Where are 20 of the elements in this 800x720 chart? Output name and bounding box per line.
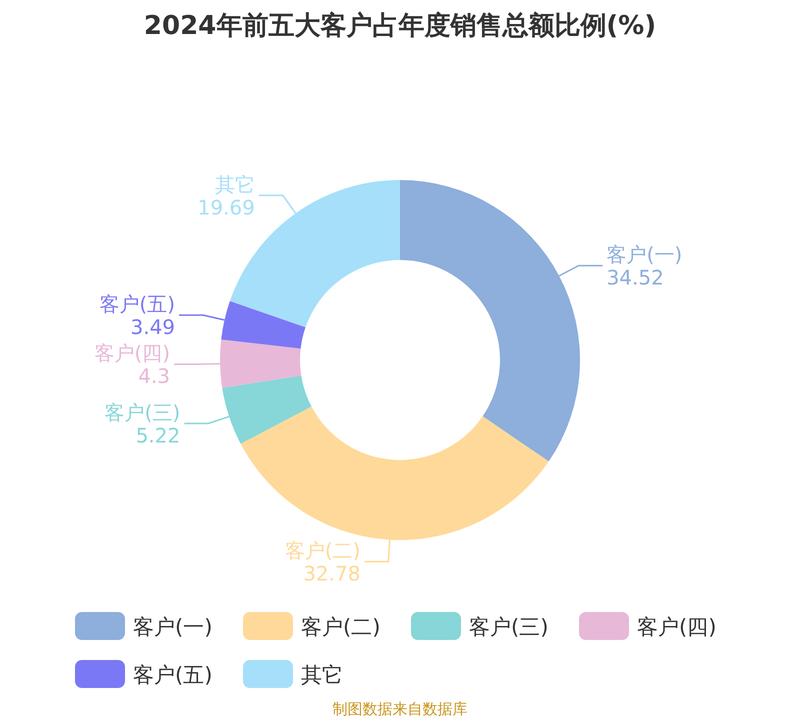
text: 制图数据来自数据库 (332, 700, 468, 718)
data-label: 4.3 (138, 364, 170, 388)
legend-label: 客户(四) (637, 615, 716, 639)
legend-label: 客户(三) (469, 615, 548, 639)
slice-label: 其它 (214, 172, 255, 196)
slice-label: 客户(二) (284, 538, 360, 563)
chart-title: 2024年前五大客户占年度销售总额比例(%) (144, 11, 656, 41)
legend-label: 客户(五) (133, 663, 212, 687)
slice-label: 客户(一) (606, 242, 682, 267)
data-label: 3.49 (130, 315, 176, 340)
legend-label: 客户(二) (301, 615, 380, 639)
legend-label: 其它 (301, 663, 343, 687)
slice-label: 客户(五) (99, 292, 176, 316)
data-label: 32.78 (303, 562, 360, 586)
data-label: 19.69 (198, 195, 255, 220)
data-label: 5.22 (136, 424, 180, 448)
legend-label: 客户(一) (133, 615, 212, 639)
data-label: 34.52 (606, 266, 664, 290)
slice-label: 客户(三) (104, 400, 180, 425)
slice-label: 客户(四) (94, 341, 170, 366)
